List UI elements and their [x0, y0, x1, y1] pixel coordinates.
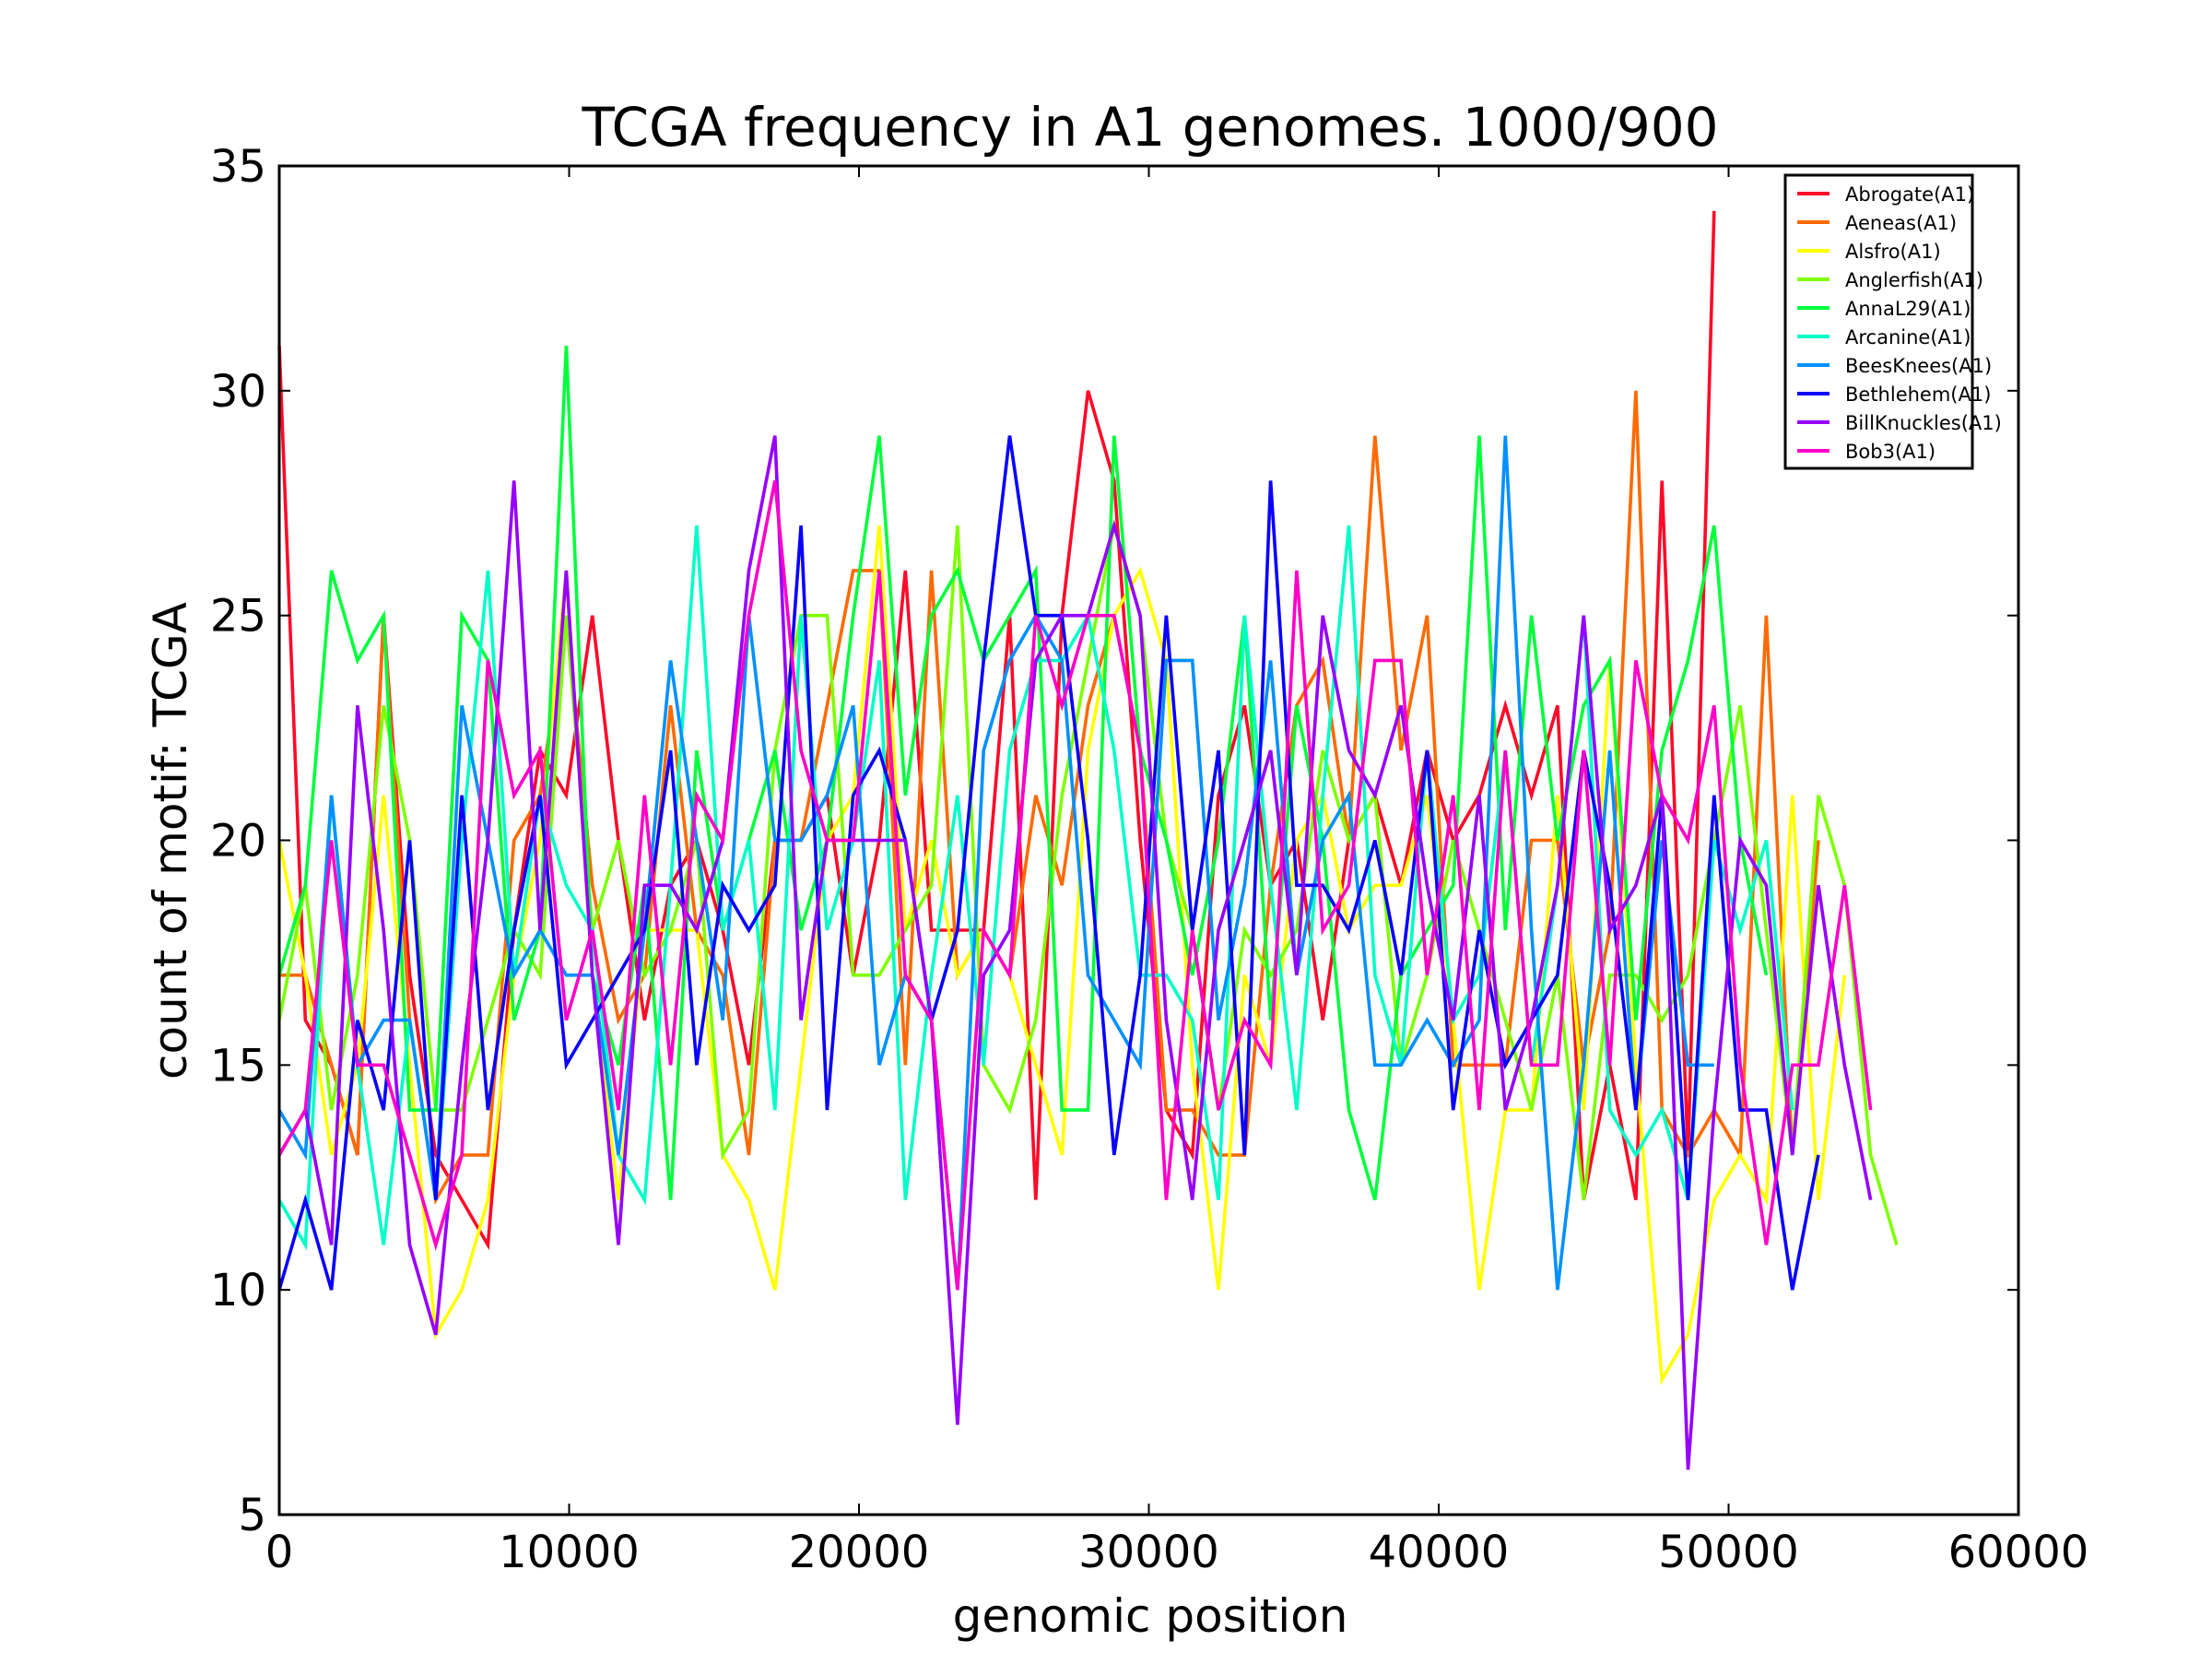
y-tick-label: 10: [210, 1265, 266, 1316]
y-tick-label: 5: [238, 1490, 266, 1541]
chart-title: TCGA frequency in A1 genomes. 1000/900: [581, 96, 1718, 159]
x-axis-label: genomic position: [953, 1589, 1348, 1643]
series-layer: [277, 210, 1899, 1470]
legend-items: Abrogate(A1) Aeneas(A1) Alsfro(A1) Anglerfi…: [1797, 183, 2002, 463]
x-tick-label: 10000: [499, 1527, 640, 1578]
legend-label-6: BeesKnees(A1): [1845, 355, 1992, 377]
series-line-6: [277, 435, 1714, 1291]
y-tick-label: 25: [210, 591, 266, 643]
y-axis-label: count of motif: TCGA: [144, 602, 197, 1080]
y-tick-label: 15: [210, 1040, 266, 1092]
y-tick-label: 20: [210, 816, 266, 867]
legend-label-3: Anglerfish(A1): [1845, 269, 1983, 291]
series-line-4: [277, 346, 1769, 1201]
legend-label-0: Abrogate(A1): [1845, 183, 1974, 206]
x-tick-label: 60000: [1948, 1527, 2089, 1578]
tick-layer: 0 10000 20000 30000 40000 50000 60000 5 10 15 20 25…: [210, 141, 2088, 1578]
legend-label-1: Aeneas(A1): [1845, 212, 1957, 234]
series-line-7: [277, 435, 1820, 1291]
legend: Abrogate(A1) Aeneas(A1) Alsfro(A1) Anglerfi…: [1783, 173, 2002, 470]
legend-label-9: Bob3(A1): [1845, 441, 1936, 463]
x-tick-label: 50000: [1658, 1527, 1799, 1578]
x-tick-label: 0: [265, 1527, 294, 1578]
series-line-9: [277, 480, 1873, 1291]
y-tick-label: 35: [210, 141, 266, 193]
legend-label-8: BillKnuckles(A1): [1845, 412, 2002, 434]
legend-label-4: AnnaL29(A1): [1845, 298, 1971, 320]
legend-frame: [1783, 173, 1974, 470]
legend-label-5: Arcanine(A1): [1845, 326, 1971, 348]
x-tick-label: 40000: [1369, 1527, 1510, 1578]
series-line-8: [277, 435, 1873, 1470]
legend-label-7: Bethlehem(A1): [1845, 384, 1991, 406]
x-tick-label: 30000: [1078, 1527, 1219, 1578]
legend-label-2: Alsfro(A1): [1845, 241, 1941, 263]
x-tick-label: 20000: [789, 1527, 930, 1578]
series-line-2: [277, 525, 1847, 1386]
y-tick-label: 30: [210, 366, 266, 418]
